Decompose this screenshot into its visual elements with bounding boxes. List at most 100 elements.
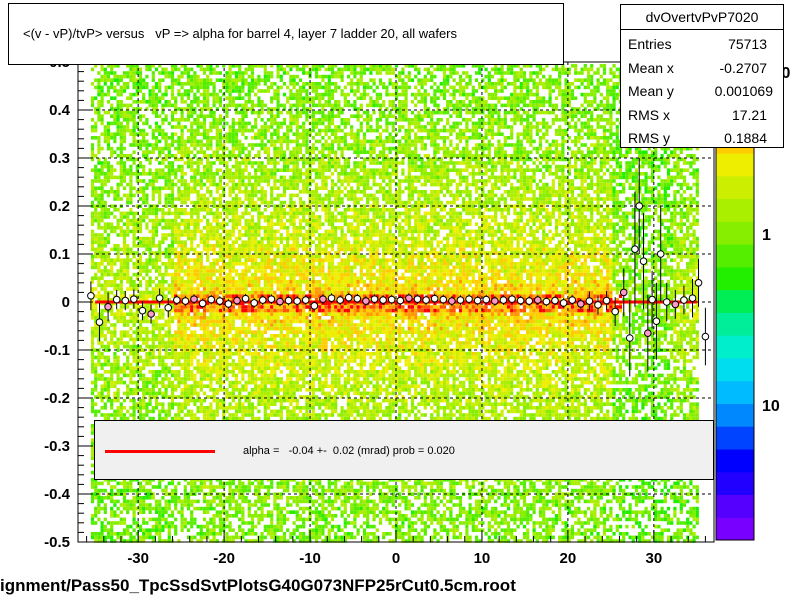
heatmap-cell (238, 326, 242, 331)
heatmap-cell (170, 182, 175, 187)
heatmap-cell (180, 254, 184, 259)
heatmap-cell (126, 506, 130, 511)
heatmap-cell (132, 262, 136, 266)
heatmap-cell (90, 193, 95, 198)
heatmap-cell (212, 161, 216, 165)
heatmap-cell (215, 377, 219, 381)
heatmap-cell (228, 96, 232, 100)
heatmap-cell (215, 337, 219, 342)
heatmap-cell (199, 290, 203, 295)
heatmap-cell (94, 305, 98, 309)
heatmap-cell (218, 514, 223, 518)
heatmap-cell (247, 503, 251, 507)
heatmap-cell (132, 366, 136, 370)
heatmap-cell (97, 326, 101, 331)
heatmap-cell (234, 308, 239, 313)
heatmap-cell (90, 154, 95, 158)
heatmap-cell (202, 208, 207, 212)
heatmap-cell (196, 208, 200, 212)
heatmap-cell (116, 154, 120, 158)
heatmap-cell (206, 208, 210, 212)
heatmap-cell (180, 388, 184, 392)
heatmap-cell (209, 334, 213, 338)
heatmap-cell (122, 503, 127, 507)
heatmap-cell (90, 305, 95, 309)
heatmap-cell (154, 110, 159, 115)
heatmap-cell (129, 276, 133, 280)
heatmap-cell (225, 110, 229, 115)
heatmap-cell (126, 211, 130, 216)
heatmap-cell (247, 247, 251, 252)
heatmap-cell (231, 164, 235, 169)
heatmap-cell (241, 89, 245, 93)
heatmap-cell (113, 316, 117, 320)
heatmap-cell (138, 409, 143, 414)
heatmap-cell (234, 510, 239, 514)
heatmap-cell (244, 175, 248, 180)
heatmap-cell (132, 413, 136, 417)
heatmap-cell (177, 370, 181, 374)
heatmap-cell (250, 334, 255, 338)
heatmap-cell (180, 244, 184, 248)
heatmap-cell (225, 103, 229, 108)
heatmap-cell (132, 244, 136, 248)
heatmap-cell (142, 193, 146, 198)
heatmap-cell (148, 247, 152, 252)
heatmap-cell (254, 182, 258, 187)
heatmap-cell (100, 74, 104, 79)
heatmap-cell (103, 110, 107, 115)
heatmap-cell (225, 74, 229, 79)
heatmap-cell (193, 276, 197, 280)
heatmap-cell (100, 287, 104, 291)
heatmap-cell (170, 71, 175, 75)
heatmap-cell (170, 132, 175, 136)
heatmap-cell (161, 323, 165, 327)
heatmap-cell (154, 370, 159, 374)
heatmap-cell (218, 305, 223, 309)
heatmap-cell (250, 283, 255, 288)
heatmap-cell (202, 352, 207, 356)
heatmap-cell (241, 280, 245, 284)
heatmap-cell (174, 316, 178, 320)
heatmap-cell (138, 535, 143, 540)
heatmap-cell (209, 71, 213, 75)
heatmap-cell (135, 352, 139, 356)
heatmap-cell (206, 244, 210, 248)
heatmap-cell (186, 103, 191, 108)
heatmap-cell (241, 143, 245, 147)
heatmap-cell (106, 388, 111, 392)
heatmap-cell (90, 190, 95, 194)
heatmap-cell (218, 398, 223, 403)
heatmap-cell (241, 128, 245, 133)
heatmap-cell (135, 366, 139, 370)
heatmap-cell (122, 211, 127, 216)
heatmap-cell (260, 287, 264, 291)
heatmap-cell (167, 168, 171, 172)
heatmap-cell (228, 528, 232, 532)
heatmap-cell (103, 265, 107, 270)
heatmap-cell (209, 269, 213, 273)
heatmap-cell (106, 370, 111, 374)
heatmap-cell (206, 265, 210, 270)
heatmap-cell (135, 85, 139, 90)
heatmap-cell (151, 352, 155, 356)
heatmap-cell (100, 496, 104, 500)
heatmap-cell (231, 341, 235, 345)
heatmap-cell (254, 103, 258, 108)
heatmap-cell (215, 409, 219, 414)
heatmap-cell (260, 193, 264, 198)
heatmap-cell (260, 226, 264, 230)
heatmap-cell (106, 359, 111, 363)
heatmap-cell (225, 146, 229, 151)
heatmap-cell (103, 355, 107, 360)
heatmap-cell (129, 190, 133, 194)
heatmap-cell (119, 308, 123, 313)
heatmap-cell (231, 118, 235, 122)
heatmap-cell (135, 521, 139, 525)
heatmap-cell (228, 521, 232, 525)
heatmap-cell (183, 485, 187, 489)
heatmap-cell (215, 402, 219, 406)
heatmap-cell (174, 280, 178, 284)
heatmap-cell (138, 143, 143, 147)
heatmap-cell (94, 64, 98, 68)
